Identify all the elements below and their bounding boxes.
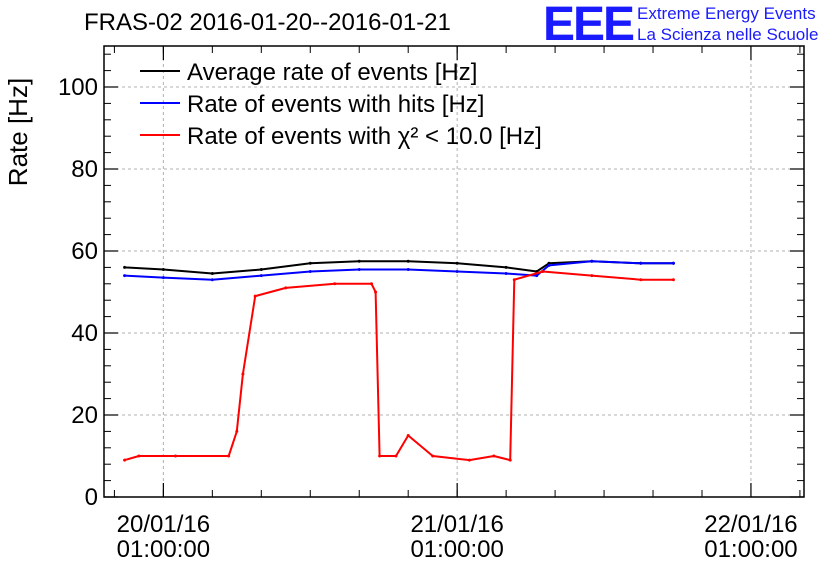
logo: EEE Extreme Energy Events La Scienza nel… [543,0,818,51]
x-tick-label-time: 01:00:00 [410,536,503,563]
x-tick-label-time: 01:00:00 [704,536,797,563]
x-tick-label-date: 20/01/16 [117,511,210,538]
legend-label-hits: Rate of events with hits [Hz] [187,91,484,118]
legend-label-average: Average rate of events [Hz] [187,59,477,86]
x-tick-label-date: 22/01/16 [704,511,797,538]
axes: 02040608010020/01/1601:00:0021/01/1601:0… [58,46,804,563]
series-hits-line [124,260,674,281]
logo-mark: EEE [543,0,634,51]
legend: Average rate of events [Hz] Rate of even… [140,59,542,150]
chart-title: FRAS-02 2016-01-20--2016-01-21 [84,9,451,36]
series-hits-line-group [123,259,675,282]
y-axis-label: Rate [Hz] [3,78,33,186]
grid [104,46,804,497]
series-chi2-line [124,270,674,462]
logo-line-2: La Scienza nelle Scuole [637,25,818,44]
series-chi2-line-group [123,270,675,462]
legend-label-chi2: Rate of events with χ² < 10.0 [Hz] [187,123,542,150]
logo-line-1: Extreme Energy Events [637,4,816,23]
series-group [123,259,675,462]
y-tick-label: 60 [71,238,98,265]
y-tick-label: 0 [85,484,98,511]
y-tick-label: 40 [71,320,98,347]
x-tick-label-time: 01:00:00 [117,536,210,563]
y-tick-label: 20 [71,402,98,429]
y-tick-label: 80 [71,156,98,183]
x-tick-label-date: 21/01/16 [410,511,503,538]
plot-frame [103,45,805,498]
y-tick-label: 100 [58,74,98,101]
